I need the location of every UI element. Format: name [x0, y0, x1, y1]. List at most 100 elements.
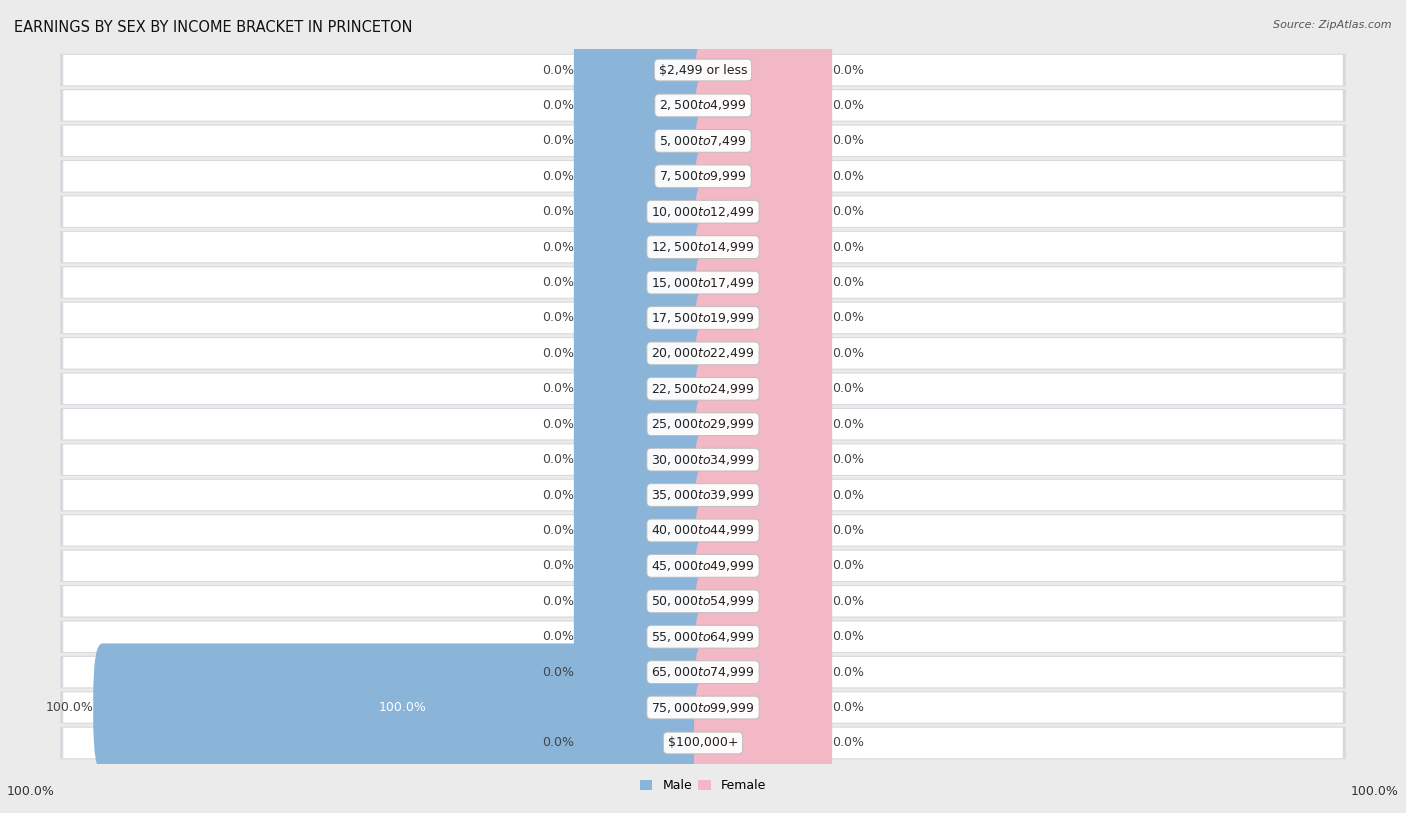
FancyBboxPatch shape [63, 693, 1343, 723]
FancyBboxPatch shape [574, 112, 711, 241]
Text: 0.0%: 0.0% [541, 737, 574, 750]
Text: 0.0%: 0.0% [832, 382, 865, 395]
Text: 0.0%: 0.0% [832, 666, 865, 679]
FancyBboxPatch shape [60, 408, 1346, 441]
Text: 0.0%: 0.0% [832, 524, 865, 537]
FancyBboxPatch shape [574, 289, 711, 418]
Text: 100.0%: 100.0% [1351, 785, 1399, 798]
FancyBboxPatch shape [574, 41, 711, 170]
FancyBboxPatch shape [574, 76, 711, 205]
Text: 0.0%: 0.0% [541, 205, 574, 218]
Text: $50,000 to $54,999: $50,000 to $54,999 [651, 594, 755, 608]
FancyBboxPatch shape [695, 76, 832, 205]
Text: $40,000 to $44,999: $40,000 to $44,999 [651, 524, 755, 537]
Text: $5,000 to $7,499: $5,000 to $7,499 [659, 134, 747, 148]
FancyBboxPatch shape [60, 479, 1346, 511]
FancyBboxPatch shape [63, 126, 1343, 156]
FancyBboxPatch shape [60, 550, 1346, 582]
Text: $7,500 to $9,999: $7,500 to $9,999 [659, 169, 747, 183]
FancyBboxPatch shape [695, 112, 832, 241]
FancyBboxPatch shape [574, 467, 711, 594]
FancyBboxPatch shape [63, 515, 1343, 546]
FancyBboxPatch shape [60, 443, 1346, 476]
FancyBboxPatch shape [574, 502, 711, 630]
FancyBboxPatch shape [60, 89, 1346, 122]
Text: 0.0%: 0.0% [832, 276, 865, 289]
Text: Source: ZipAtlas.com: Source: ZipAtlas.com [1274, 20, 1392, 30]
FancyBboxPatch shape [695, 395, 832, 524]
FancyBboxPatch shape [63, 197, 1343, 227]
Text: 0.0%: 0.0% [832, 701, 865, 714]
Text: $17,500 to $19,999: $17,500 to $19,999 [651, 311, 755, 325]
FancyBboxPatch shape [60, 124, 1346, 157]
Text: 0.0%: 0.0% [832, 737, 865, 750]
FancyBboxPatch shape [60, 231, 1346, 263]
Text: $45,000 to $49,999: $45,000 to $49,999 [651, 559, 755, 573]
Text: 0.0%: 0.0% [832, 559, 865, 572]
FancyBboxPatch shape [695, 324, 832, 453]
Text: 0.0%: 0.0% [541, 276, 574, 289]
Text: 0.0%: 0.0% [832, 170, 865, 183]
FancyBboxPatch shape [695, 643, 832, 772]
Text: 0.0%: 0.0% [541, 63, 574, 76]
Text: 0.0%: 0.0% [832, 241, 865, 254]
FancyBboxPatch shape [60, 656, 1346, 689]
Text: 0.0%: 0.0% [541, 666, 574, 679]
FancyBboxPatch shape [63, 90, 1343, 120]
FancyBboxPatch shape [60, 727, 1346, 759]
Text: $20,000 to $22,499: $20,000 to $22,499 [651, 346, 755, 360]
Legend: Male, Female: Male, Female [636, 774, 770, 798]
FancyBboxPatch shape [63, 586, 1343, 616]
FancyBboxPatch shape [695, 289, 832, 418]
FancyBboxPatch shape [60, 302, 1346, 334]
FancyBboxPatch shape [63, 621, 1343, 652]
FancyBboxPatch shape [63, 550, 1343, 581]
Text: 0.0%: 0.0% [541, 99, 574, 112]
Text: EARNINGS BY SEX BY INCOME BRACKET IN PRINCETON: EARNINGS BY SEX BY INCOME BRACKET IN PRI… [14, 20, 412, 35]
FancyBboxPatch shape [695, 148, 832, 276]
Text: $65,000 to $74,999: $65,000 to $74,999 [651, 665, 755, 679]
FancyBboxPatch shape [574, 431, 711, 559]
Text: 0.0%: 0.0% [832, 134, 865, 147]
FancyBboxPatch shape [60, 160, 1346, 193]
FancyBboxPatch shape [695, 608, 832, 737]
FancyBboxPatch shape [695, 183, 832, 311]
FancyBboxPatch shape [60, 514, 1346, 547]
Text: 0.0%: 0.0% [541, 311, 574, 324]
Text: 0.0%: 0.0% [541, 134, 574, 147]
Text: $10,000 to $12,499: $10,000 to $12,499 [651, 205, 755, 219]
Text: $2,499 or less: $2,499 or less [659, 63, 747, 76]
Text: $25,000 to $29,999: $25,000 to $29,999 [651, 417, 755, 431]
Text: $35,000 to $39,999: $35,000 to $39,999 [651, 488, 755, 502]
FancyBboxPatch shape [574, 6, 711, 134]
FancyBboxPatch shape [574, 572, 711, 701]
Text: $15,000 to $17,499: $15,000 to $17,499 [651, 276, 755, 289]
FancyBboxPatch shape [695, 502, 832, 630]
FancyBboxPatch shape [60, 620, 1346, 653]
FancyBboxPatch shape [574, 679, 711, 807]
FancyBboxPatch shape [695, 219, 832, 346]
FancyBboxPatch shape [695, 360, 832, 489]
FancyBboxPatch shape [63, 54, 1343, 85]
Text: 0.0%: 0.0% [541, 241, 574, 254]
FancyBboxPatch shape [695, 254, 832, 382]
Text: 100.0%: 100.0% [45, 701, 93, 714]
Text: 0.0%: 0.0% [832, 205, 865, 218]
FancyBboxPatch shape [63, 373, 1343, 404]
Text: $55,000 to $64,999: $55,000 to $64,999 [651, 630, 755, 644]
Text: 0.0%: 0.0% [541, 453, 574, 466]
Text: 0.0%: 0.0% [541, 595, 574, 608]
Text: $30,000 to $34,999: $30,000 to $34,999 [651, 453, 755, 467]
Text: 0.0%: 0.0% [832, 630, 865, 643]
Text: 100.0%: 100.0% [7, 785, 55, 798]
FancyBboxPatch shape [63, 232, 1343, 263]
FancyBboxPatch shape [695, 679, 832, 807]
Text: 0.0%: 0.0% [832, 489, 865, 502]
FancyBboxPatch shape [574, 395, 711, 524]
FancyBboxPatch shape [574, 254, 711, 382]
Text: 0.0%: 0.0% [832, 453, 865, 466]
FancyBboxPatch shape [63, 302, 1343, 333]
FancyBboxPatch shape [63, 445, 1343, 475]
FancyBboxPatch shape [60, 337, 1346, 370]
FancyBboxPatch shape [60, 195, 1346, 228]
